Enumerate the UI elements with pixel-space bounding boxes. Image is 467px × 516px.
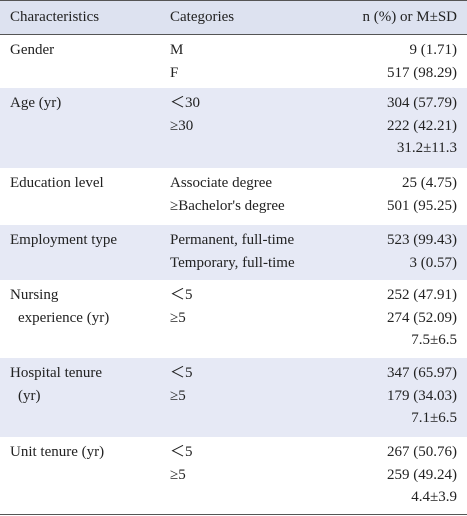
category: Temporary, full-time xyxy=(170,254,295,271)
category: ≥5 xyxy=(170,387,186,404)
bottom-rule xyxy=(0,514,467,515)
category: F xyxy=(170,64,179,81)
category: ≥5 xyxy=(170,466,186,483)
value: 517 (98.29) xyxy=(387,64,457,81)
header-cell: n (%) or M±SD xyxy=(362,9,457,25)
value: 25 (4.75) xyxy=(402,175,457,191)
value: 501 (95.25) xyxy=(387,197,457,214)
row-bg xyxy=(0,358,467,437)
header-bg xyxy=(0,0,467,34)
category: ＜5 xyxy=(170,444,193,460)
value: 3 (0.57) xyxy=(409,254,458,271)
header-rule xyxy=(0,34,467,35)
characteristic: Education level xyxy=(10,175,104,191)
category: ≥5 xyxy=(170,309,186,326)
characteristic: Gender xyxy=(10,42,55,58)
category: ＜30 xyxy=(170,95,201,111)
characteristic: Nursing xyxy=(10,287,59,303)
category: Permanent, full-time xyxy=(170,232,295,248)
top-rule xyxy=(0,0,467,1)
value: 4.4±3.9 xyxy=(411,489,457,505)
value: 274 (52.09) xyxy=(387,309,457,326)
value: 222 (42.21) xyxy=(387,117,457,134)
characteristic: Unit tenure (yr) xyxy=(10,444,105,460)
header-cell: Characteristics xyxy=(10,9,100,25)
characteristic: (yr) xyxy=(18,387,41,404)
characteristic: Hospital tenure xyxy=(10,365,103,381)
category: ≥30 xyxy=(170,117,194,134)
category: M xyxy=(170,42,184,58)
value: 252 (47.91) xyxy=(387,287,457,303)
value: 7.5±6.5 xyxy=(411,332,457,348)
value: 523 (99.43) xyxy=(387,232,457,248)
value: 259 (49.24) xyxy=(387,466,457,483)
characteristic: experience (yr) xyxy=(18,309,110,326)
header-cell: Categories xyxy=(170,9,235,25)
value: 179 (34.03) xyxy=(387,387,457,404)
category: Associate degree xyxy=(170,175,273,191)
category: ＜5 xyxy=(170,365,193,381)
row-bg xyxy=(0,88,467,168)
value: 31.2±11.3 xyxy=(396,140,457,156)
value: 304 (57.79) xyxy=(387,95,457,111)
value: 267 (50.76) xyxy=(387,444,457,460)
characteristic: Employment type xyxy=(10,232,118,248)
value: 7.1±6.5 xyxy=(411,410,457,426)
value: 9 (1.71) xyxy=(409,42,458,58)
value: 347 (65.97) xyxy=(387,365,457,381)
row-bg xyxy=(0,225,467,280)
category: ≥Bachelor's degree xyxy=(170,197,285,214)
category: ＜5 xyxy=(170,287,193,303)
characteristic: Age (yr) xyxy=(10,95,62,111)
